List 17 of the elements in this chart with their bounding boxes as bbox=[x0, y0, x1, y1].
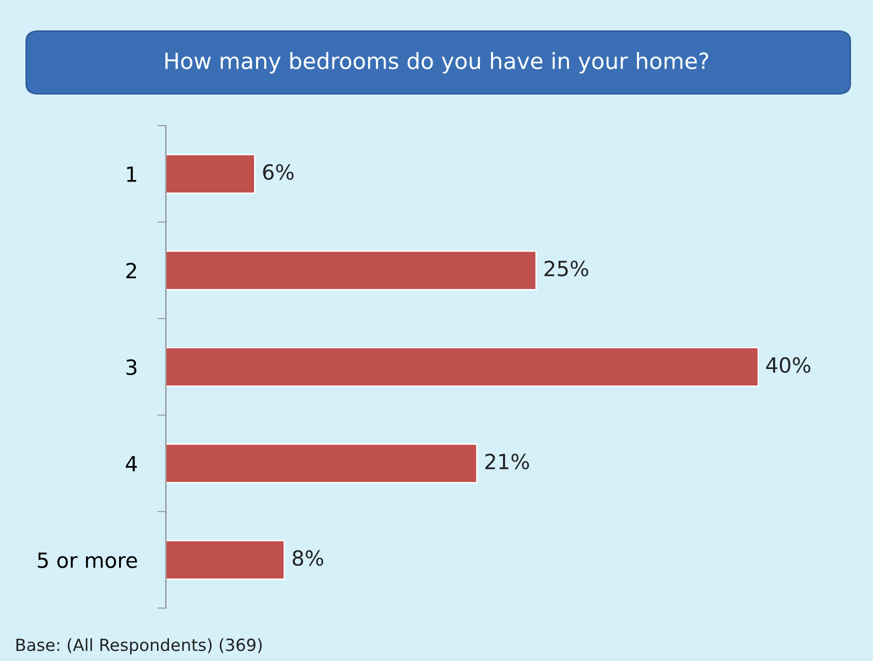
y-tick-label: 2 bbox=[126, 262, 136, 278]
chart-title: How many bedrooms do you have in your home? bbox=[165, 52, 708, 74]
bar bbox=[166, 443, 478, 484]
data-label: 6% bbox=[263, 164, 294, 180]
y-tick-label: 1 bbox=[127, 166, 136, 182]
bar bbox=[166, 250, 537, 290]
y-tick-label: 3 bbox=[126, 359, 136, 376]
text: Base: (All Respondents) (369) bbox=[16, 638, 262, 654]
bar bbox=[166, 540, 286, 580]
data-label: 21% bbox=[485, 454, 529, 470]
y-tick-label: 4 bbox=[126, 456, 137, 472]
data-label: 40% bbox=[766, 357, 810, 373]
bar bbox=[166, 154, 256, 194]
data-label: 8% bbox=[292, 550, 324, 566]
bar bbox=[166, 346, 759, 387]
y-tick-label: 5 or more bbox=[38, 552, 137, 568]
data-label: 25% bbox=[544, 260, 588, 276]
